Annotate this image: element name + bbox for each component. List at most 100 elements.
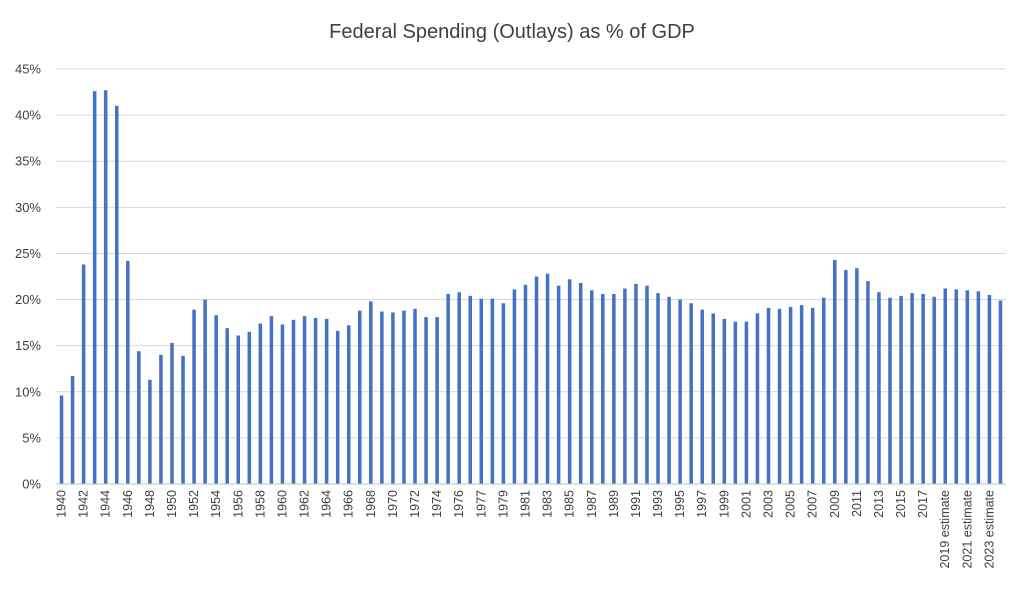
bar — [137, 351, 141, 484]
bar — [446, 294, 450, 484]
bar — [788, 306, 793, 484]
bar — [214, 315, 218, 484]
x-tick-label: 1999 — [717, 490, 731, 518]
x-tick-label: 1979 — [496, 490, 510, 518]
bar — [324, 318, 329, 484]
bar — [589, 290, 594, 484]
bar — [678, 299, 682, 484]
chart-title: Federal Spending (Outlays) as % of GDP — [329, 21, 695, 43]
x-tick-label: 1944 — [99, 490, 113, 518]
x-tick-label: 1956 — [231, 490, 245, 518]
bar — [943, 288, 948, 484]
x-tick-label: 2019 estimate — [938, 490, 952, 569]
bar — [656, 293, 660, 484]
y-tick-label: 10% — [15, 384, 41, 399]
bar — [225, 328, 229, 484]
x-tick-label: 2023 estimate — [982, 490, 996, 569]
x-tick-label: 1983 — [541, 490, 555, 518]
bar — [192, 309, 196, 484]
x-tick-label: 2009 — [828, 490, 842, 518]
bar — [733, 321, 738, 484]
bar — [148, 379, 152, 484]
gridlines — [56, 68, 1006, 439]
y-tick-label: 5% — [22, 430, 41, 445]
x-tick-label: 1946 — [121, 490, 135, 518]
bar — [744, 321, 749, 484]
y-tick-label: 30% — [15, 200, 41, 215]
bar — [921, 294, 925, 484]
x-tick-label: 1976 — [452, 490, 466, 518]
bar — [236, 335, 241, 484]
y-tick-label: 20% — [15, 292, 41, 307]
bar — [766, 307, 771, 484]
bar — [523, 284, 528, 484]
bar — [976, 291, 981, 484]
bar — [899, 295, 903, 484]
bar — [623, 288, 627, 484]
bar — [59, 395, 64, 484]
bar — [81, 264, 86, 484]
bar — [567, 279, 572, 484]
bar — [998, 300, 1003, 484]
bar — [291, 319, 296, 484]
bar — [269, 316, 274, 484]
y-tick-label: 25% — [15, 246, 41, 261]
x-axis-tick-labels: 1940 1942 1944 1946 1948 1950 1952 1954 1956 1958… — [55, 490, 997, 569]
bar — [512, 289, 517, 484]
bar — [435, 317, 439, 484]
bar — [280, 324, 285, 484]
bar — [777, 308, 782, 484]
bar — [126, 260, 130, 484]
bar — [877, 292, 881, 484]
bar — [667, 296, 671, 484]
x-tick-label: 1977 — [474, 490, 488, 518]
x-tick-label: 1997 — [695, 490, 709, 518]
y-tick-label: 45% — [15, 62, 41, 77]
bar — [932, 296, 936, 484]
x-tick-label: 2017 — [916, 490, 930, 518]
x-tick-label: 1960 — [275, 490, 289, 518]
bar — [380, 311, 384, 484]
bar — [302, 316, 307, 484]
x-tick-label: 1987 — [585, 490, 599, 518]
bar — [711, 313, 716, 484]
bar — [888, 297, 892, 484]
x-tick-label: 2011 — [850, 490, 864, 517]
bar — [92, 91, 97, 484]
x-tick-label: 2005 — [784, 490, 798, 518]
bar — [358, 310, 362, 484]
x-tick-label: 1970 — [386, 490, 400, 518]
y-axis-tick-labels: 0% 5% 10% 15% 20% 25% 30% 35% 40% 45% — [15, 62, 41, 492]
bar — [402, 310, 406, 484]
bar — [457, 292, 461, 484]
x-tick-label: 1974 — [430, 490, 444, 518]
bar — [468, 295, 473, 484]
bar — [810, 307, 815, 484]
bar — [103, 90, 108, 485]
bar — [987, 294, 992, 484]
x-tick-label: 1981 — [518, 490, 532, 518]
x-tick-label: 2001 — [739, 490, 753, 518]
x-tick-label: 1962 — [298, 490, 312, 518]
x-tick-label: 1972 — [408, 490, 422, 518]
bar — [545, 273, 550, 484]
x-tick-label: 1989 — [607, 490, 621, 518]
bar — [799, 305, 804, 484]
bar — [159, 354, 163, 484]
x-tick-label: 2013 — [872, 490, 886, 518]
bar — [954, 289, 959, 484]
bar — [965, 290, 970, 484]
x-tick-label: 1968 — [364, 490, 378, 518]
x-tick-label: 1993 — [651, 490, 665, 518]
bar — [369, 301, 373, 484]
x-tick-label: 1991 — [629, 490, 643, 518]
bar — [534, 276, 539, 484]
bar — [844, 270, 848, 484]
bar — [203, 299, 207, 484]
bar — [755, 313, 760, 484]
bars — [59, 90, 1003, 485]
bar — [866, 281, 870, 484]
bar — [335, 330, 340, 484]
